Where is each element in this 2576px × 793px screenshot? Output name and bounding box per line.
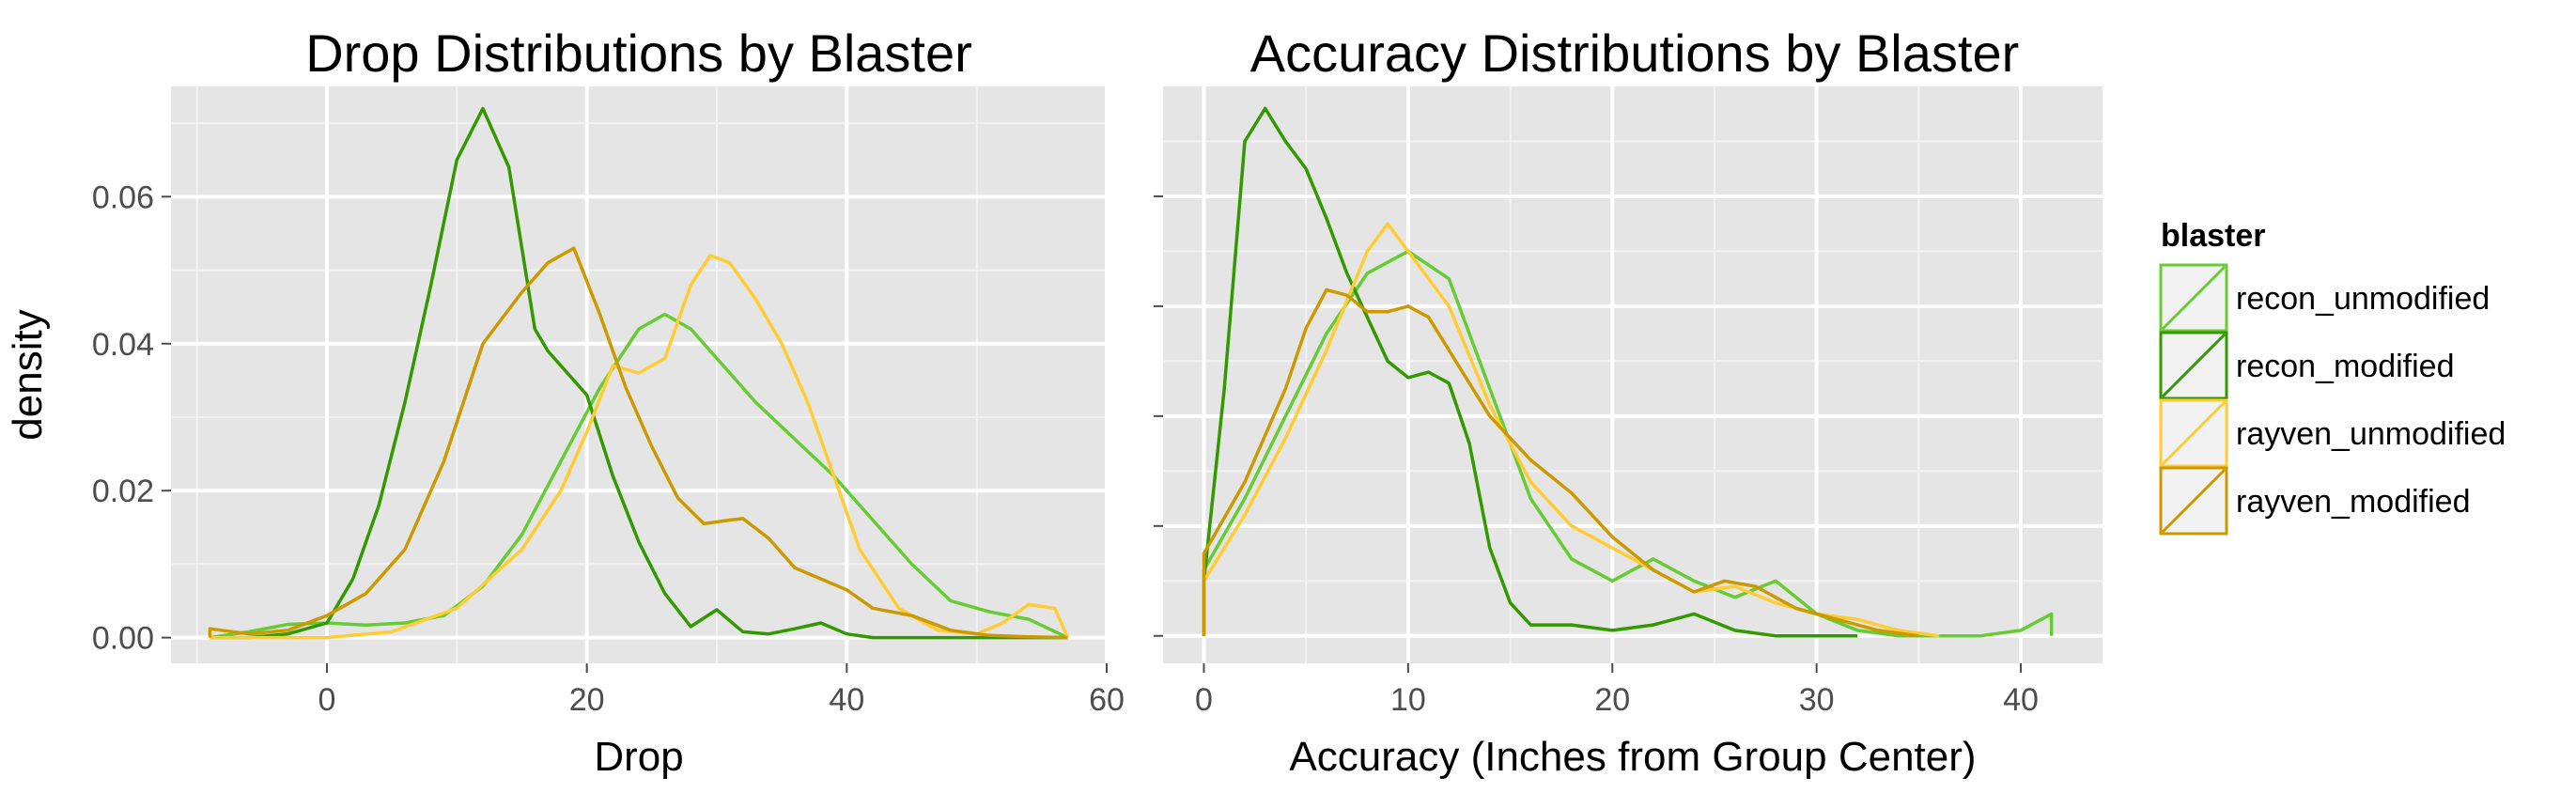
legend-title: blaster: [2161, 218, 2266, 254]
x-tick-label: 60: [1089, 682, 1125, 718]
y-tick-label: 0.00: [92, 621, 154, 657]
legend-key-line: [2161, 333, 2227, 398]
legend-label: rayven_unmodified: [2236, 416, 2506, 452]
y-tick-label: 0.06: [92, 179, 154, 215]
legend: blaster recon_unmodified recon_modifiedray…: [2159, 218, 2506, 536]
y-axis-title: density: [5, 309, 51, 440]
x-axis-title: Drop: [594, 734, 683, 780]
y-tick-label: 0.04: [92, 327, 154, 363]
x-tick-label: 0: [318, 682, 336, 718]
legend-label: recon_unmodified: [2236, 281, 2490, 317]
x-tick-label: 20: [569, 682, 605, 718]
density-line-recon-modified: [209, 106, 1068, 640]
x-tick-label: 40: [2003, 682, 2039, 718]
legend-item-recon-unmodified: recon_unmodified: [2159, 263, 2490, 333]
x-axis-title: Accuracy (Inches from Group Center): [1289, 734, 1976, 780]
density-line-recon-unmodified: [209, 312, 1069, 640]
density-line-recon-unmodified: [1202, 249, 2054, 638]
accuracy-distribution-panel: 0 10 20 30 40 Accuracy Distributions by Blast…: [1154, 23, 2103, 780]
x-tick-label: 30: [1799, 682, 1835, 718]
x-tick-label: 10: [1390, 682, 1426, 718]
legend-key-line: [2161, 468, 2227, 534]
legend-item-rayven-unmodified: rayven_unmodified: [2159, 398, 2506, 468]
density-line-rayven-modified: [208, 246, 1068, 640]
density-line-rayven-modified: [1202, 288, 1919, 638]
chart-title: Drop Distributions by Blaster: [305, 23, 972, 83]
plot-background: [171, 86, 1107, 663]
legend-item-rayven-modified: rayven_modified: [2159, 466, 2470, 536]
legend-key-line: [2161, 265, 2227, 331]
plot-background: [1163, 86, 2103, 663]
y-tick-label: 0.02: [92, 474, 154, 509]
chart-title: Accuracy Distributions by Blaster: [1250, 23, 2020, 83]
x-tick-label: 20: [1594, 682, 1630, 718]
x-tick-label: 0: [1195, 682, 1213, 718]
legend-item-recon-modified: recon_modified: [2159, 331, 2454, 400]
legend-label: rayven_modified: [2236, 484, 2470, 520]
density-line-recon-modified: [1202, 106, 1858, 638]
drop-distribution-panel: 0 20 40 60 0.00 0.02 0.04 0.06 Drop Distribution…: [5, 23, 1125, 780]
legend-label: recon_modified: [2236, 349, 2454, 384]
x-tick-label: 40: [829, 682, 864, 718]
legend-key-line: [2161, 400, 2227, 466]
